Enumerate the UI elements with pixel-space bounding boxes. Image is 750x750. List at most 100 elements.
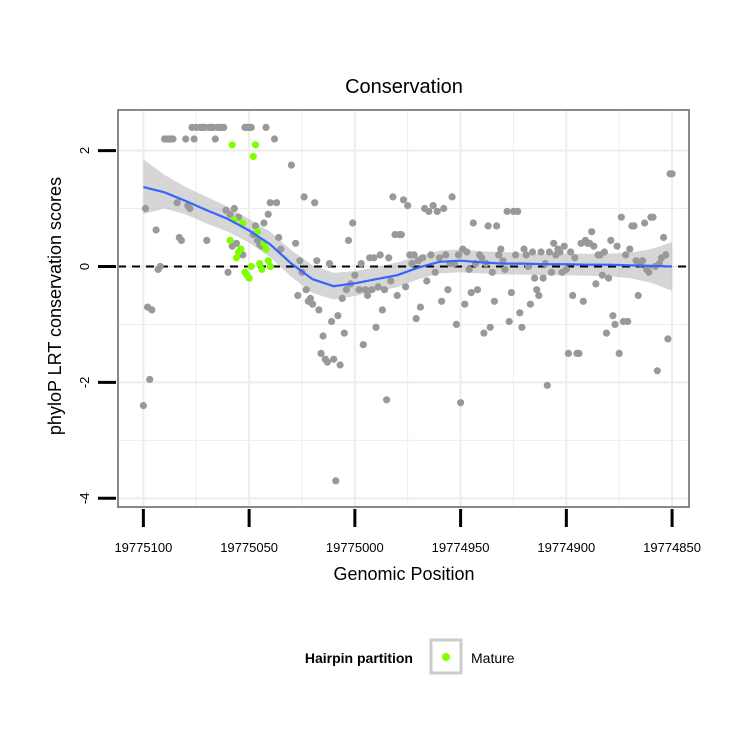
- data-point-mature: [237, 245, 245, 253]
- legend: Hairpin partition Mature: [305, 638, 515, 675]
- data-point-other: [287, 161, 295, 169]
- data-point-other: [374, 283, 382, 291]
- data-point-other: [438, 297, 446, 305]
- data-point-other: [503, 207, 511, 215]
- data-point-other: [344, 236, 353, 244]
- data-point-other: [562, 265, 570, 273]
- data-point-other: [306, 294, 314, 302]
- data-point-other: [511, 251, 520, 259]
- data-point-other: [182, 135, 190, 143]
- data-point-other: [514, 207, 522, 215]
- data-point-other: [605, 274, 613, 282]
- data-point-mature: [226, 236, 234, 244]
- data-point-other: [638, 257, 647, 265]
- legend-key-mature-point: [442, 653, 450, 661]
- data-point-other: [662, 251, 670, 259]
- data-point-other: [317, 349, 325, 357]
- data-point-other: [543, 381, 551, 389]
- data-point-other: [520, 245, 528, 253]
- data-point-other: [457, 399, 465, 407]
- data-point-other: [376, 251, 384, 259]
- data-point-other: [232, 239, 240, 247]
- data-point-other: [624, 317, 632, 326]
- data-point-mature: [245, 274, 253, 282]
- data-point-other: [461, 300, 469, 308]
- data-point-other: [173, 199, 181, 207]
- data-point-mature: [264, 257, 272, 265]
- data-point-mature: [239, 219, 247, 227]
- data-point-other: [567, 248, 575, 256]
- data-point-other: [351, 271, 359, 279]
- data-point-other: [211, 135, 219, 143]
- data-point-other: [370, 254, 378, 262]
- data-point-other: [349, 219, 357, 227]
- data-point-other: [539, 274, 547, 282]
- data-point-other: [611, 320, 619, 328]
- data-point-other: [393, 291, 401, 300]
- data-point-other: [270, 135, 279, 143]
- data-point-other: [389, 193, 397, 201]
- data-point-other: [602, 329, 611, 337]
- data-point-other: [634, 291, 642, 300]
- x-tick-label: 19774900: [537, 540, 595, 555]
- data-point-other: [368, 286, 376, 294]
- data-point-other: [630, 222, 638, 230]
- data-point-other: [378, 306, 386, 314]
- data-point-other: [361, 286, 369, 294]
- data-point-other: [526, 300, 535, 308]
- data-point-other: [323, 358, 331, 366]
- data-point-other: [186, 204, 194, 213]
- data-point-other: [486, 323, 494, 331]
- data-point-other: [622, 251, 630, 259]
- data-point-other: [264, 210, 272, 218]
- data-point-other: [190, 135, 198, 143]
- data-point-other: [156, 262, 164, 271]
- data-point-other: [480, 329, 488, 337]
- data-point-other: [399, 196, 408, 204]
- data-point-other: [273, 199, 281, 207]
- data-point-other: [452, 320, 460, 328]
- y-tick-label: -2: [77, 377, 92, 389]
- data-point-other: [556, 248, 564, 256]
- y-tick-label: -4: [77, 493, 92, 505]
- data-point-other: [262, 123, 270, 131]
- data-point-other: [429, 202, 437, 210]
- data-point-other: [545, 248, 554, 256]
- data-point-other: [332, 477, 340, 485]
- data-point-other: [588, 228, 596, 236]
- data-point-other: [493, 222, 501, 230]
- data-point-other: [412, 315, 420, 323]
- data-point-other: [139, 402, 147, 410]
- x-tick-label: 19775100: [114, 540, 172, 555]
- data-point-other: [535, 291, 543, 300]
- data-point-other: [617, 213, 625, 221]
- data-point-other: [325, 260, 334, 268]
- data-point-other: [431, 268, 439, 276]
- data-point-other: [473, 286, 482, 294]
- data-point-other: [397, 231, 405, 239]
- data-point-other: [385, 254, 393, 262]
- data-point-other: [522, 251, 530, 259]
- data-point-other: [275, 233, 283, 242]
- data-point-other: [495, 251, 503, 259]
- data-point-other: [448, 193, 456, 201]
- data-point-mature: [232, 254, 240, 262]
- data-point-other: [402, 283, 410, 291]
- data-point-other: [435, 254, 444, 262]
- data-point-other: [575, 349, 583, 357]
- data-point-other: [668, 170, 676, 178]
- data-point-other: [488, 268, 496, 276]
- data-point-other: [148, 306, 156, 314]
- gridlines: [118, 110, 689, 507]
- data-point-other: [247, 123, 255, 131]
- data-point-other: [433, 207, 441, 215]
- data-point-other: [266, 199, 274, 207]
- data-point-other: [615, 349, 623, 357]
- data-point-other: [505, 317, 513, 326]
- data-point-other: [664, 335, 672, 343]
- data-point-other: [598, 271, 606, 279]
- data-point-other: [649, 213, 657, 221]
- legend-title: Hairpin partition: [305, 650, 413, 666]
- data-point-other: [613, 242, 621, 250]
- data-point-other: [313, 257, 321, 265]
